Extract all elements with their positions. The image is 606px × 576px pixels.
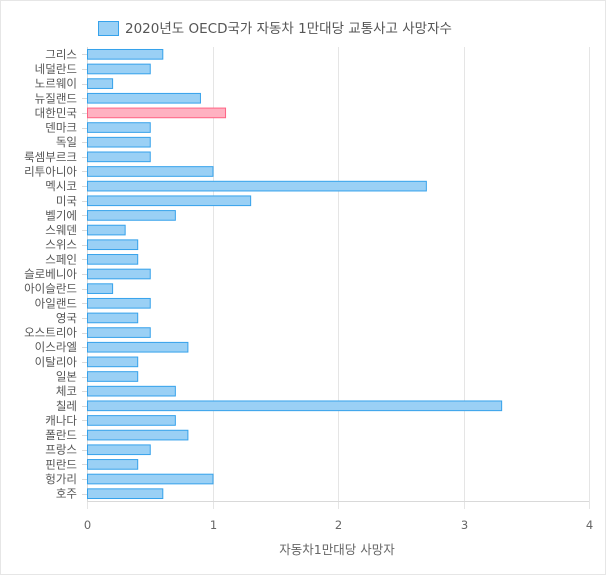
bar[interactable] [87, 78, 114, 89]
y-tick-label: 이스라엘 [35, 340, 77, 354]
x-tick-label: 4 [586, 518, 593, 532]
bar[interactable] [87, 385, 176, 397]
bar[interactable] [87, 136, 151, 148]
bar[interactable] [87, 312, 139, 324]
x-tick-label: 3 [461, 518, 468, 532]
bar[interactable] [87, 429, 189, 441]
y-tick-label: 칠레 [56, 399, 77, 413]
y-tick-label: 프랑스 [45, 443, 77, 457]
y-tick-label: 일본 [56, 370, 77, 384]
x-tick-label: 2 [335, 518, 342, 532]
y-tick-label: 노르웨이 [35, 77, 77, 91]
bar[interactable] [87, 122, 151, 133]
y-tick-label: 미국 [56, 194, 77, 208]
y-tick-label: 스웨덴 [45, 223, 77, 237]
y-tick-label: 리투아니아 [24, 164, 77, 178]
y-tick-label: 핀란드 [45, 457, 77, 471]
bar[interactable] [87, 268, 151, 280]
y-tick-label: 스페인 [45, 252, 77, 266]
bar[interactable] [87, 254, 139, 265]
y-tick-label: 캐나다 [45, 413, 77, 427]
y-tick-label: 룩셈부르크 [24, 150, 77, 164]
bar-highlight[interactable] [87, 107, 227, 119]
bar[interactable] [87, 356, 139, 368]
bar[interactable] [87, 488, 164, 500]
y-tick-label: 멕시코 [45, 179, 77, 193]
bar[interactable] [87, 283, 114, 294]
y-tick-label: 뉴질랜드 [35, 91, 77, 105]
bar[interactable] [87, 444, 151, 456]
x-axis-title: 자동차1만대당 사망자 [279, 542, 395, 557]
y-tick-label: 덴마크 [45, 121, 77, 135]
legend-label: 2020년도 OECD국가 자동차 1만대당 교통사고 사망자수 [125, 21, 452, 37]
bar[interactable] [87, 459, 139, 470]
bar[interactable] [87, 63, 151, 75]
bar[interactable] [87, 48, 164, 60]
bar[interactable] [87, 327, 151, 338]
bar[interactable] [87, 341, 189, 353]
y-tick-label: 이탈리아 [35, 355, 78, 369]
y-tick-label: 헝가리 [45, 472, 77, 486]
y-tick-label: 스위스 [45, 238, 77, 252]
legend-swatch [98, 21, 119, 36]
bar[interactable] [87, 400, 503, 412]
bar[interactable] [87, 180, 427, 192]
y-tick-label: 슬로베니아 [24, 267, 77, 281]
y-tick-label: 대한민국 [35, 106, 77, 120]
bar[interactable] [87, 210, 176, 221]
y-tick-label: 오스트리아 [24, 326, 77, 340]
bar[interactable] [87, 195, 252, 207]
legend[interactable]: 2020년도 OECD국가 자동차 1만대당 교통사고 사망자수 [98, 21, 452, 37]
y-tick-label: 폴란드 [45, 428, 77, 442]
y-tick-label: 독일 [56, 135, 77, 149]
bar[interactable] [87, 224, 126, 236]
y-tick-label: 호주 [56, 487, 77, 501]
y-tick-label: 네덜란드 [35, 62, 77, 76]
x-tick-label: 1 [210, 518, 217, 532]
bar[interactable] [87, 297, 151, 309]
bar[interactable] [87, 415, 176, 426]
x-tick-label: 0 [84, 518, 91, 532]
y-tick-label: 벨기에 [45, 208, 77, 222]
bar[interactable] [87, 473, 214, 485]
y-tick-label: 영국 [56, 311, 77, 325]
bar[interactable] [87, 239, 139, 251]
bar[interactable] [87, 92, 201, 104]
bar[interactable] [87, 151, 151, 163]
bar[interactable] [87, 166, 214, 177]
y-tick-label: 아일랜드 [35, 296, 77, 310]
bar[interactable] [87, 371, 139, 382]
y-tick-label: 그리스 [45, 47, 77, 61]
y-tick-label: 아이슬란드 [24, 282, 77, 296]
y-tick-label: 체코 [56, 384, 77, 398]
